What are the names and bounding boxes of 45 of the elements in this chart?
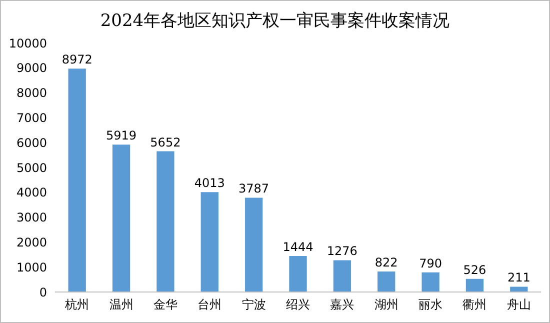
y-tick-label: 5000 [16,160,47,175]
data-label: 790 [419,256,442,270]
y-tick-label: 7000 [16,110,47,125]
bar [68,68,86,292]
data-label: 211 [507,270,530,285]
x-tick-label: 嘉兴 [330,298,354,312]
bar [333,260,352,292]
x-tick-label: 舟山 [506,298,531,312]
data-label: 5652 [150,135,181,150]
bar [378,272,396,292]
y-tick-label: 8000 [16,86,47,100]
y-tick-label: 9000 [16,61,47,76]
data-label: 4013 [194,176,225,190]
x-tick-label: 衢州 [462,298,487,312]
y-tick-label: 6000 [16,136,47,150]
data-label: 1276 [326,244,358,258]
y-tick-label: 10000 [8,36,47,50]
bar [112,144,130,292]
x-tick-label: 温州 [109,298,134,312]
bar [466,278,484,292]
x-tick-label: 金华 [153,298,178,312]
y-tick-label: 0 [39,285,47,300]
y-tick-label: 2000 [16,235,47,250]
data-label: 526 [463,262,486,277]
y-tick-label: 1000 [16,260,47,274]
chart-title: 2024年各地区知识产权一审民事案件收案情况 [99,10,451,33]
data-label: 1444 [282,240,314,254]
x-tick-label: 台州 [198,298,222,312]
data-label: 5919 [106,128,137,143]
x-tick-label: 湖州 [374,298,398,312]
x-tick-label: 丽水 [418,298,443,312]
bar [244,198,263,292]
bar [422,272,440,292]
data-label: 3787 [238,182,270,196]
x-tick-label: 杭州 [64,298,90,312]
bar [156,151,174,292]
bar [200,192,218,292]
x-tick-label: 宁波 [242,298,266,312]
x-tick-label: 绍兴 [286,298,310,312]
y-tick-label: 3000 [16,210,47,225]
data-label: 822 [374,256,398,270]
y-tick-label: 4000 [16,186,47,200]
bar [510,286,528,292]
bar [289,256,307,292]
data-label: 8972 [62,52,92,67]
